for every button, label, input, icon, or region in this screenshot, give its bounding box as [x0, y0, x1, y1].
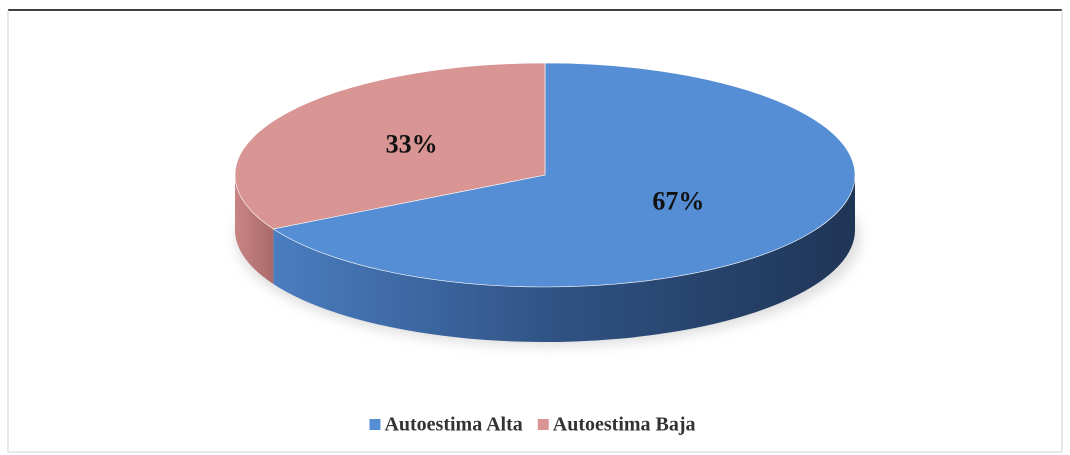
legend-swatch	[369, 419, 381, 430]
legend-swatch	[537, 419, 549, 430]
data-label: 67%	[652, 186, 704, 215]
slice	[272, 62, 856, 288]
legend-label: Autoestima Alta	[384, 414, 522, 436]
data-label: 33%	[386, 129, 438, 158]
slice-side	[273, 175, 855, 343]
slice	[234, 62, 546, 230]
legend-label: Autoestima Baja	[553, 414, 696, 436]
slice-side	[235, 175, 274, 284]
